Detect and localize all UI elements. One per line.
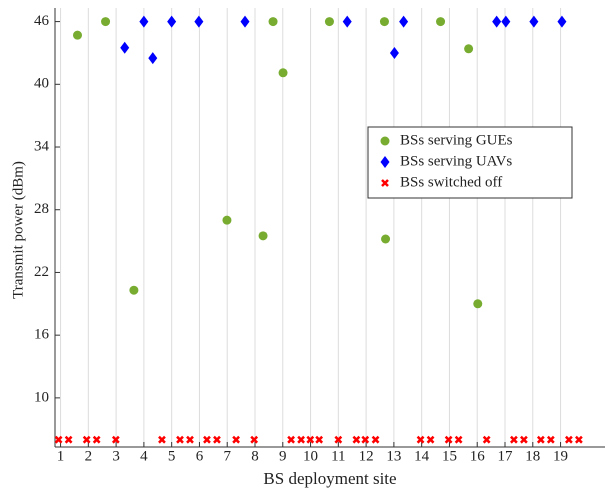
point: [371, 435, 380, 444]
point: [546, 435, 555, 444]
x-tick-label: 16: [470, 448, 486, 464]
point: [492, 15, 502, 28]
x-tick-label: 1: [57, 448, 65, 464]
point: [297, 435, 305, 444]
point: [176, 435, 184, 444]
point: [381, 234, 391, 244]
legend-box: [367, 126, 573, 199]
x-tick-label: 8: [251, 448, 259, 464]
point: [82, 435, 91, 444]
point: [379, 17, 389, 27]
y-tick-label: 34: [34, 138, 50, 154]
x-tick-label: 10: [303, 448, 318, 464]
point: [464, 44, 474, 54]
point: [315, 435, 324, 444]
x-tick-label: 4: [140, 448, 148, 464]
point: [73, 30, 82, 40]
point: [186, 435, 194, 444]
x-tick-label: 2: [85, 448, 93, 464]
point: [454, 435, 463, 444]
point: [529, 15, 539, 28]
point: [101, 17, 111, 27]
legend: BSs serving GUEs BSs serving UAVs BSs swit…: [367, 126, 573, 199]
point: [158, 435, 166, 444]
point: [557, 15, 567, 28]
point: [436, 17, 446, 27]
x-tick-label: 6: [196, 448, 204, 464]
y-tick-label: 10: [34, 389, 49, 405]
point: [213, 435, 221, 444]
y-axis-label: Transmit power (dBm): [10, 161, 26, 299]
point: [278, 68, 288, 78]
point: [536, 435, 545, 444]
y-tick-label: 16: [34, 327, 50, 343]
point: [510, 435, 518, 444]
point: [381, 179, 389, 187]
x-tick-label: 7: [223, 448, 231, 464]
x-tick-label: 14: [414, 448, 430, 464]
y-tick-label: 46: [34, 13, 50, 29]
point: [64, 435, 73, 444]
point: [565, 435, 573, 444]
legend-label: BSs switched off: [400, 174, 502, 190]
x-tick-label: 18: [525, 448, 540, 464]
x-axis-label: BS deployment site: [263, 469, 396, 488]
point: [389, 46, 399, 59]
point: [287, 435, 295, 444]
point: [352, 435, 361, 444]
point: [139, 15, 149, 28]
point: [482, 435, 491, 444]
x-tick-label: 12: [359, 448, 374, 464]
x-tick-label: 19: [553, 448, 568, 464]
y-tick-label: 40: [34, 76, 49, 92]
point: [444, 435, 453, 444]
point: [501, 15, 511, 28]
point: [54, 435, 63, 444]
point: [92, 435, 101, 444]
point: [399, 15, 409, 28]
point: [416, 435, 425, 444]
point: [203, 435, 211, 444]
point: [575, 435, 583, 444]
point: [250, 435, 259, 444]
y-tick-label: 28: [34, 201, 49, 217]
point: [129, 285, 139, 295]
point: [380, 156, 390, 168]
point: [473, 299, 483, 309]
x-tick-label: 3: [112, 448, 120, 464]
x-tick-label: 13: [386, 448, 401, 464]
point: [520, 435, 528, 444]
point: [167, 15, 177, 28]
x-tick-label: 9: [279, 448, 287, 464]
y-tick-label: 22: [34, 264, 49, 280]
point: [342, 15, 352, 28]
point: [426, 435, 435, 444]
point: [240, 15, 250, 28]
legend-label: BSs serving UAVs: [400, 153, 512, 169]
x-tick-label: 15: [442, 448, 457, 464]
point: [306, 435, 315, 444]
legend-label: BSs serving GUEs: [400, 132, 513, 148]
point: [268, 17, 278, 27]
point: [120, 41, 130, 54]
point: [111, 435, 120, 444]
point: [380, 136, 390, 146]
point: [361, 435, 370, 444]
x-tick-label: 11: [331, 448, 345, 464]
point: [222, 215, 232, 225]
point: [324, 17, 334, 27]
point: [334, 435, 343, 444]
x-tick-label: 17: [498, 448, 514, 464]
point: [194, 15, 204, 28]
x-tick-label: 5: [168, 448, 176, 464]
point: [232, 435, 240, 444]
point: [148, 52, 158, 65]
point: [258, 231, 268, 241]
